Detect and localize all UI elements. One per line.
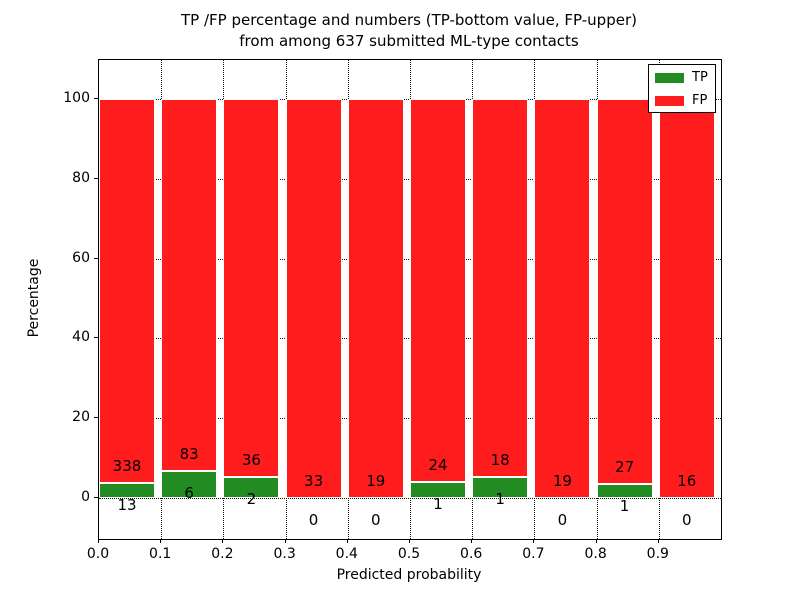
plot-area: TP FP 338 13 83 6 36 2 33 0 19 0 24 1 18 1 19 0 27 1 16 0: [98, 59, 722, 540]
y-axis-label: Percentage: [26, 258, 42, 338]
legend-label-tp: TP: [692, 69, 708, 85]
y-tick-mark: [94, 337, 98, 339]
y-tick-label: 0: [81, 489, 90, 505]
legend-item-tp: TP: [655, 67, 711, 88]
chart-title-line1: TP /FP percentage and numbers (TP-bottom…: [181, 11, 637, 29]
fp-bar: [285, 99, 342, 498]
legend: TP FP: [648, 64, 716, 113]
x-tick-mark: [409, 539, 410, 543]
tp-bar: [596, 483, 653, 498]
fp-count-label: 19: [366, 472, 386, 491]
x-tick-mark: [533, 539, 535, 543]
x-tick-label: 0.5: [397, 546, 421, 562]
fp-count-label: 18: [490, 451, 510, 470]
tp-count-label: 0: [557, 510, 568, 529]
legend-item-fp: FP: [655, 90, 711, 111]
y-tick-mark: [94, 98, 98, 99]
tp-count-label: 0: [308, 510, 319, 529]
tp-count-label: 1: [619, 496, 630, 515]
y-tick-mark: [94, 417, 98, 419]
tp-count-label: 1: [433, 495, 443, 513]
fp-bar: [347, 99, 404, 498]
fp-count-label: 83: [179, 445, 199, 464]
x-tick-mark: [346, 539, 348, 543]
y-tick-label: 20: [72, 409, 90, 426]
fp-bar: [596, 99, 653, 484]
tp-count-label: 6: [184, 484, 194, 503]
y-tick-label: 60: [72, 249, 90, 266]
x-tick-mark: [222, 539, 224, 543]
fp-bar: [161, 99, 218, 472]
chart-title: TP /FP percentage and numbers (TP-bottom…: [98, 10, 720, 52]
y-gridline: [99, 498, 721, 499]
fp-count-label: 19: [552, 472, 572, 491]
tp-count-label: 0: [682, 510, 692, 529]
x-tick-label: 0.2: [211, 546, 234, 562]
fp-count-label: 24: [428, 456, 448, 475]
x-tick-mark: [284, 539, 286, 543]
x-tick-label: 0.3: [273, 546, 296, 562]
tp-bar: [99, 483, 155, 498]
tp-count-label: 0: [371, 510, 381, 529]
x-tick-label: 0.7: [522, 546, 545, 562]
fp-bar: [99, 99, 155, 484]
x-tick-label: 0.8: [584, 546, 607, 562]
tp-bar: [410, 482, 466, 498]
fp-bar: [658, 99, 715, 498]
y-tick-mark: [94, 257, 98, 259]
fp-bar: [472, 99, 529, 477]
fp-count-label: 338: [112, 457, 142, 476]
tp-count-label: 13: [117, 496, 137, 515]
x-tick-mark: [595, 539, 597, 543]
fp-count-label: 36: [241, 451, 261, 470]
fp-count-label: 27: [615, 457, 635, 476]
tp-bar: [472, 477, 529, 498]
tp-bar: [161, 471, 218, 498]
y-tick-label: 80: [72, 169, 90, 186]
fp-bar: [410, 99, 466, 483]
x-tick-mark: [471, 539, 473, 543]
y-tick-mark: [94, 497, 98, 498]
x-tick-label: 0.1: [149, 546, 172, 562]
tp-bar: [223, 477, 280, 498]
x-tick-mark: [98, 539, 99, 543]
fp-count-label: 16: [677, 472, 697, 491]
y-tick-mark: [94, 177, 98, 179]
legend-label-fp: FP: [692, 92, 708, 108]
y-tick-label: 40: [72, 329, 90, 346]
tp-count-label: 1: [495, 489, 505, 508]
tp-count-label: 2: [246, 489, 257, 508]
x-tick-label: 0.9: [646, 546, 669, 562]
tp-color-swatch: [655, 72, 684, 83]
fp-color-swatch: [655, 95, 684, 106]
x-axis-label: Predicted probability: [336, 567, 482, 583]
fp-bar: [534, 99, 591, 498]
x-tick-label: 0.4: [335, 546, 358, 562]
x-tick-mark: [657, 539, 659, 543]
y-tick-label: 100: [63, 90, 90, 106]
x-tick-label: 0.6: [460, 546, 483, 562]
fp-count-label: 33: [304, 472, 324, 491]
x-tick-label: 0.0: [86, 546, 110, 562]
fp-bar: [223, 99, 280, 477]
chart-title-line2: from among 637 submitted ML-type contact…: [239, 32, 579, 50]
x-tick-mark: [160, 539, 162, 543]
